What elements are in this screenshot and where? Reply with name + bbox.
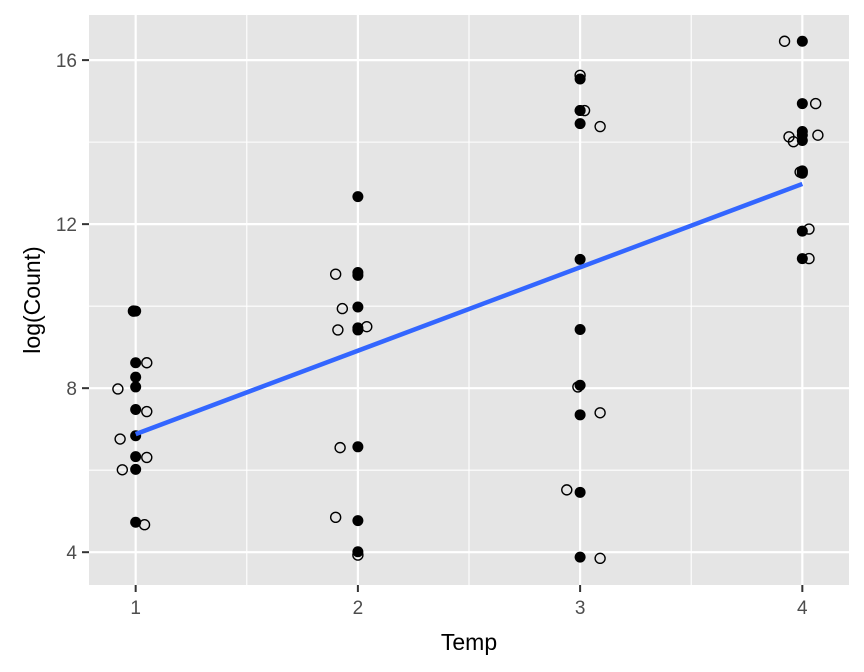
open-point: [787, 136, 800, 148]
open-point: [127, 305, 140, 317]
open-point: [332, 324, 344, 336]
y-tick-label: 8: [66, 379, 77, 400]
open-point: [812, 129, 824, 141]
filled-point: [352, 515, 364, 527]
trend-line-layer: [134, 181, 804, 437]
open-point: [594, 120, 606, 133]
open-point: [803, 252, 815, 265]
open-point: [116, 464, 129, 476]
axis-ticks: [82, 59, 804, 592]
x-tick-label: 2: [353, 598, 364, 619]
filled-point: [352, 324, 364, 336]
open-point: [572, 381, 584, 393]
open-point: [809, 97, 822, 110]
x-tick-label: 4: [797, 598, 808, 619]
open-point: [138, 519, 151, 531]
open-point: [141, 451, 153, 464]
open-point: [574, 69, 586, 81]
open-point: [114, 433, 126, 445]
x-tick-label: 3: [575, 598, 586, 619]
filled-point: [352, 269, 364, 281]
trend-line: [134, 181, 804, 437]
filled-point: [352, 191, 364, 203]
filled-point: [130, 381, 142, 393]
filled-point: [130, 403, 142, 415]
filled-point: [574, 379, 586, 391]
x-axis-title: Temp: [441, 629, 497, 655]
filled-point: [574, 324, 586, 336]
filled-point: [574, 486, 586, 498]
filled-point: [574, 551, 586, 563]
filled-point: [574, 73, 586, 85]
filled-point: [574, 253, 586, 265]
open-point: [794, 166, 806, 178]
open-point: [352, 549, 364, 561]
open-point: [803, 223, 815, 235]
open-point: [141, 405, 153, 418]
open-point: [329, 511, 342, 524]
filled-point: [130, 357, 142, 369]
y-tick-label: 16: [56, 51, 77, 72]
open-point: [112, 383, 124, 395]
data-points: [112, 35, 824, 565]
filled-point: [130, 463, 142, 475]
open-point: [334, 441, 346, 454]
filled-point: [130, 371, 142, 383]
open-point: [361, 320, 373, 333]
filled-point: [796, 98, 808, 110]
filled-point: [352, 546, 364, 558]
filled-point: [130, 516, 142, 528]
open-point: [778, 35, 791, 47]
open-point: [594, 552, 606, 565]
open-point: [141, 357, 153, 369]
filled-point: [352, 301, 364, 313]
open-point: [578, 104, 591, 117]
y-axis-title: log(Count): [19, 246, 45, 353]
filled-point: [796, 35, 808, 47]
open-point: [594, 407, 606, 419]
filled-point: [574, 409, 586, 421]
filled-point: [352, 441, 364, 453]
filled-point: [796, 129, 808, 141]
filled-point: [796, 225, 808, 237]
y-tick-label: 4: [66, 543, 77, 564]
y-tick-label: 12: [56, 215, 77, 236]
x-tick-label: 1: [130, 598, 141, 619]
minor-gridlines: [89, 15, 849, 585]
open-point: [561, 484, 573, 496]
filled-point: [574, 118, 586, 130]
open-point: [336, 302, 349, 315]
open-point: [329, 268, 342, 280]
filled-point: [130, 451, 142, 463]
